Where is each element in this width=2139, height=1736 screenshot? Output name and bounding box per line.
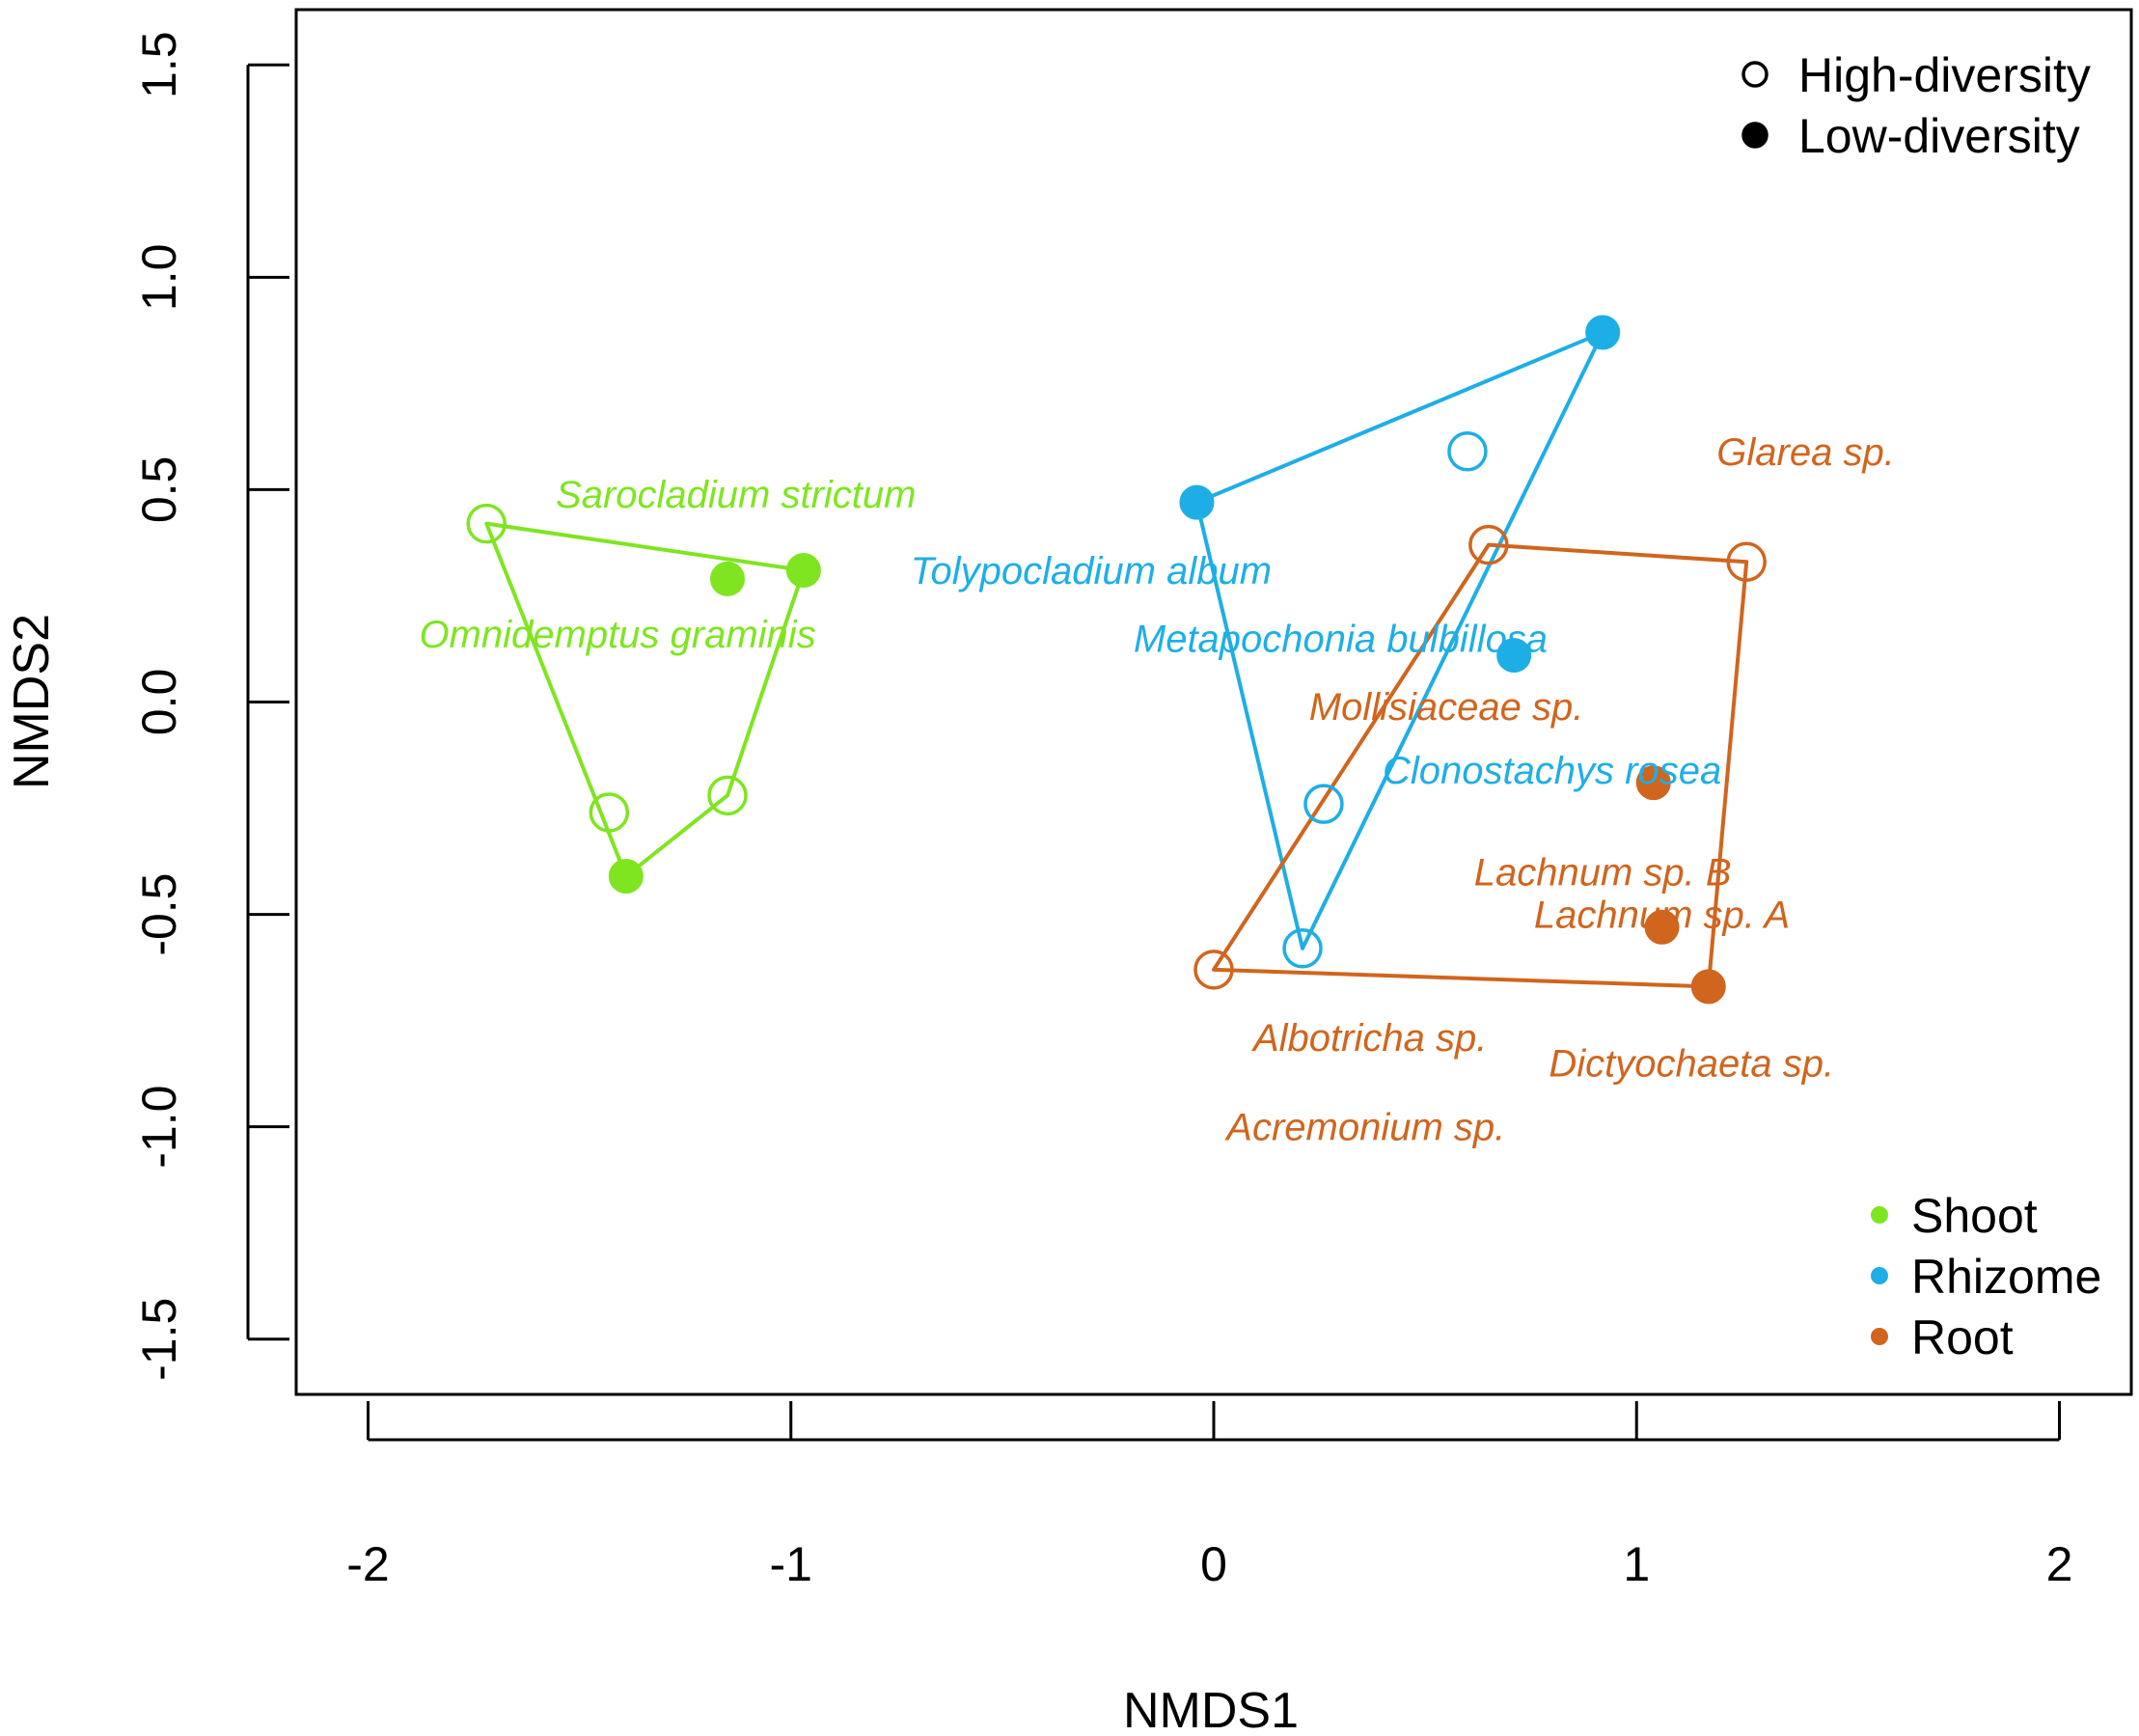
plot-frame [294,8,2133,1396]
y-tick-label: -1.5 [132,1298,186,1381]
y-tick-label: -1.0 [132,1086,186,1169]
x-axis: -2 -1 0 1 2 [346,1401,2072,1591]
species-label: Tolypocladium album [911,550,1272,592]
species-label: Clonostachys rosea [1383,750,1721,792]
species-label: Mollisiaceae sp. [1309,686,1584,729]
legend-root-marker [1871,1328,1888,1345]
species-label: Albotricha sp. [1251,1017,1487,1060]
sample-points [466,315,1767,1005]
group-hulls [484,330,1749,989]
hull-rhizome [1194,330,1605,951]
legend-diversity-label: Low-diversity [1798,109,2080,163]
species-label: Dictyochaeta sp. [1549,1043,1834,1086]
species-label: Glarea sp. [1716,431,1895,474]
point-shoot-high [466,503,507,544]
species-label: Lachnum sp. A [1534,895,1790,937]
species-labels: Sarocladium strictum Omnidemptus graminis… [419,431,1894,1149]
species-label: Sarocladium strictum [556,474,916,516]
point-root-low [1690,969,1726,1005]
legend-diversity-label: High-diversity [1798,48,2091,102]
y-tick-label: -0.5 [132,873,186,956]
y-tick-label: 0.0 [132,669,186,736]
species-label: Omnidemptus graminis [419,614,815,656]
legend-group-label: Shoot [1911,1189,2038,1243]
y-axis: -1.5 -1.0 -0.5 0.0 0.5 1.0 1.5 [132,31,289,1381]
point-rhizome-high [1303,784,1344,824]
y-tick-label: 0.5 [132,456,186,524]
point-rhizome-low [1179,484,1215,520]
x-tick-label: -2 [346,1537,389,1591]
legend-rhizome-marker [1871,1267,1888,1284]
y-tick-label: 1.0 [132,244,186,312]
point-shoot-low [608,858,644,894]
point-shoot-high [589,792,630,833]
y-tick-label: 1.5 [132,31,186,98]
point-rhizome-high [1282,928,1323,969]
compartment-legend: Shoot Rhizome Root [1871,1189,2101,1364]
legend-low-diversity-marker [1741,122,1769,149]
point-root-high [1468,524,1509,565]
species-label: Lachnum sp. B [1474,852,1732,895]
point-rhizome-high [1447,431,1488,472]
hull-root [1212,542,1749,989]
species-label: Metapochonia bulbillosa [1134,618,1548,660]
x-tick-label: 2 [2046,1537,2073,1591]
y-axis-label: NMDS2 [4,614,60,789]
legend-group-label: Rhizome [1911,1250,2101,1304]
legend-high-diversity-marker [1741,61,1769,88]
species-label: Acremonium sp. [1224,1107,1505,1149]
hull-shoot [484,521,806,878]
point-root-low [1635,765,1671,801]
point-root-high [1726,541,1767,582]
point-root-low [1644,909,1680,945]
x-tick-label: 0 [1200,1537,1227,1591]
legend-shoot-marker [1871,1206,1888,1224]
x-tick-label: -1 [770,1537,812,1591]
diversity-legend: High-diversity Low-diversity [1741,48,2091,163]
x-axis-label: NMDS1 [1123,1683,1299,1736]
legend-group-label: Root [1911,1310,2014,1364]
point-rhizome-low [1496,638,1532,674]
point-root-high [1193,950,1234,990]
point-rhizome-low [1585,315,1621,350]
point-shoot-low [710,561,746,596]
point-shoot-high [707,775,748,816]
x-tick-label: 1 [1623,1537,1650,1591]
point-shoot-low [785,553,821,589]
